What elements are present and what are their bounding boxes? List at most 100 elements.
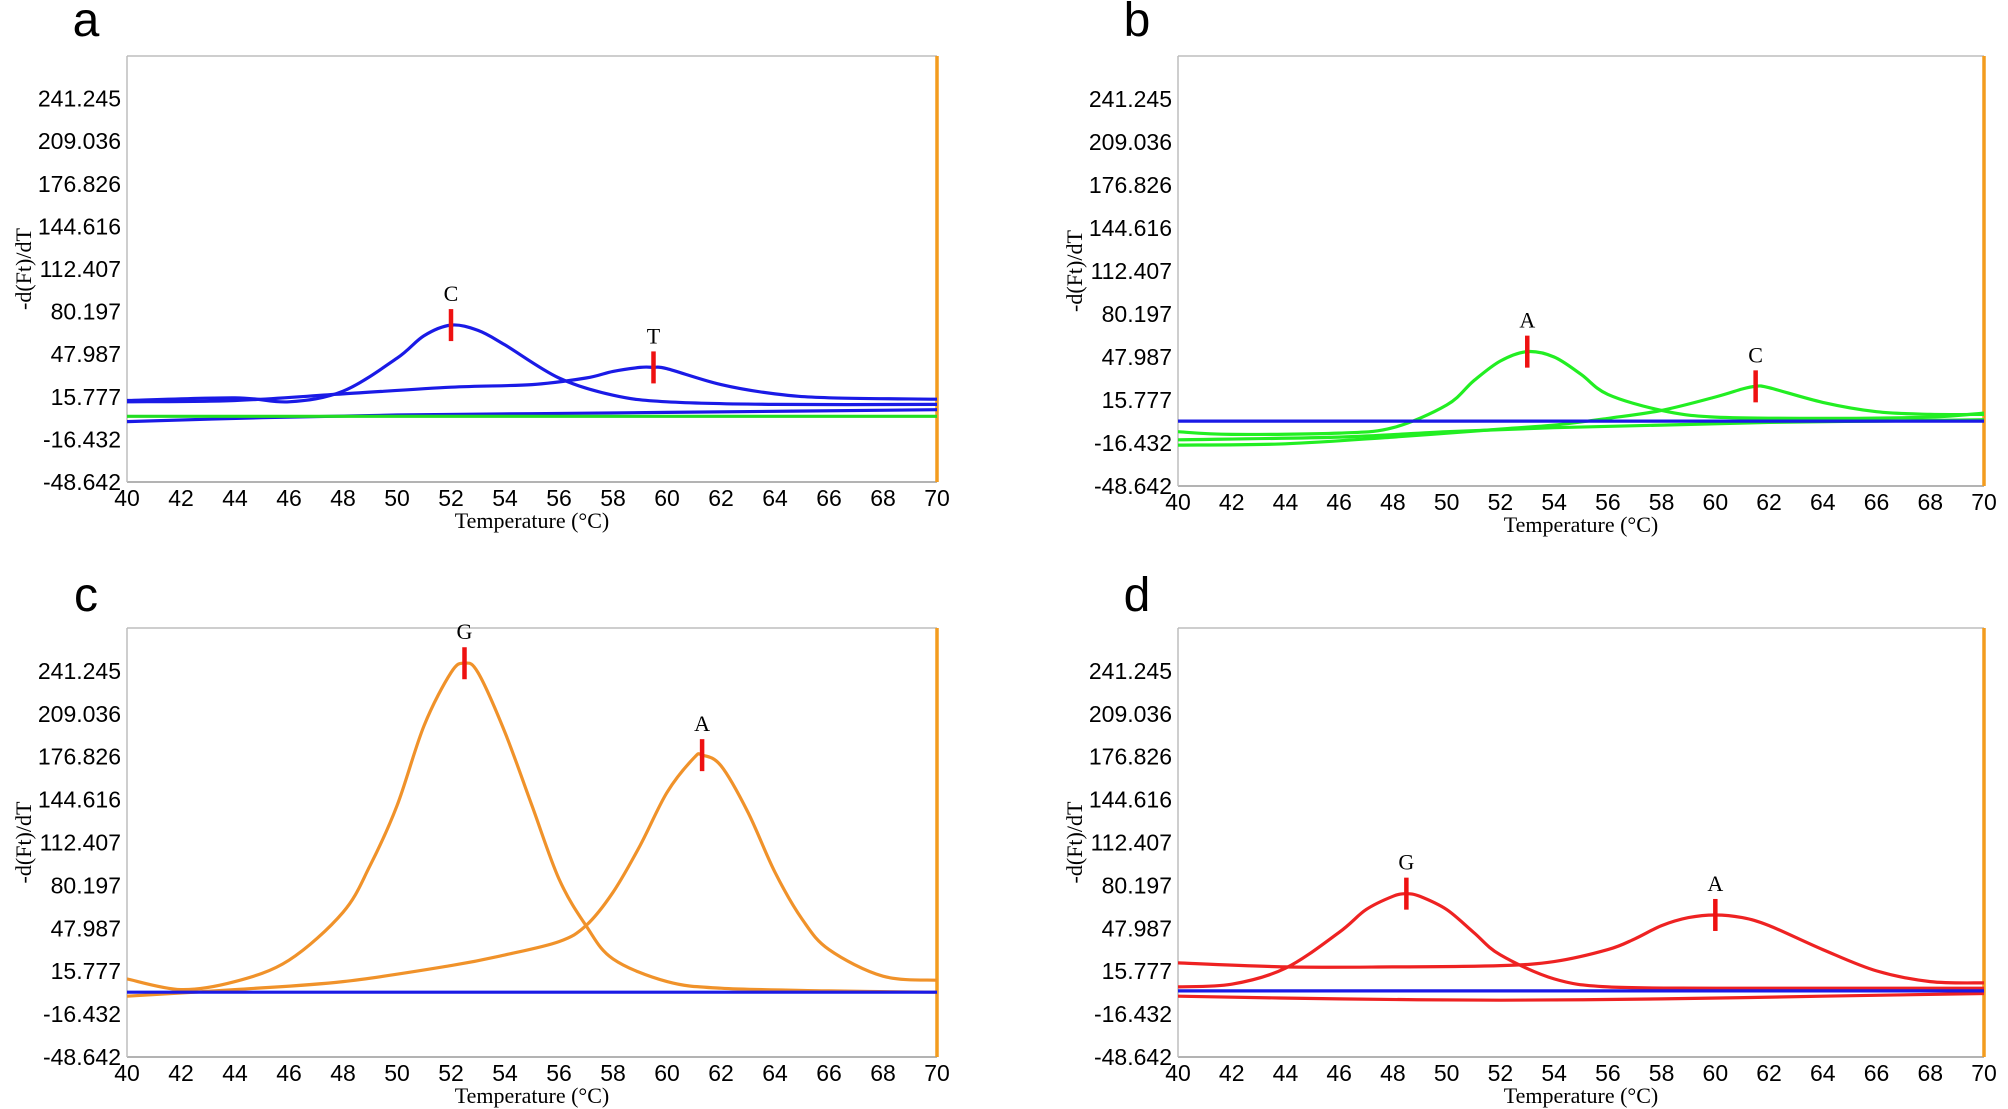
y-tick-label: 209.036 <box>38 128 121 154</box>
series-line <box>1178 349 1984 437</box>
peak-label: C <box>1748 342 1763 367</box>
y-tick-label: -48.642 <box>1094 473 1172 499</box>
x-tick-label: 54 <box>492 1060 518 1086</box>
peak-label: A <box>1707 871 1723 896</box>
x-tick-label: 54 <box>1541 489 1567 515</box>
x-axis-title: Temperature (°C) <box>455 1083 609 1108</box>
panel-letter: c <box>74 569 98 622</box>
y-tick-label: 176.826 <box>38 744 121 770</box>
y-tick-label: 80.197 <box>51 299 121 325</box>
x-tick-label: 66 <box>1864 1060 1890 1086</box>
x-tick-label: 60 <box>654 485 680 511</box>
x-tick-label: 60 <box>1703 1060 1729 1086</box>
x-tick-label: 40 <box>1165 489 1191 515</box>
peak-label: G <box>1398 850 1414 875</box>
y-tick-label: 176.826 <box>38 171 121 197</box>
x-tick-label: 50 <box>384 1060 410 1086</box>
x-tick-label: 56 <box>1595 1060 1621 1086</box>
y-tick-label: 80.197 <box>1102 301 1172 327</box>
y-tick-label: 241.245 <box>38 658 121 684</box>
panel-letter: b <box>1124 0 1151 47</box>
y-tick-label: 47.987 <box>1102 344 1172 370</box>
x-tick-label: 46 <box>276 485 302 511</box>
y-tick-label: 15.777 <box>1102 958 1172 984</box>
panel-b: b 241.245 209.036 176.826 144.616 112.407 80.1… <box>1062 0 1997 537</box>
x-axis-title: Temperature (°C) <box>455 508 609 533</box>
x-tick-label: 50 <box>1434 1060 1460 1086</box>
x-tick-label: 52 <box>438 485 464 511</box>
y-tick-label: 112.407 <box>1091 829 1172 855</box>
y-tick-label: -48.642 <box>1094 1044 1172 1070</box>
x-axis-title: Temperature (°C) <box>1504 512 1658 537</box>
x-tick-label: 70 <box>924 1060 950 1086</box>
x-tick-label: 64 <box>1810 1060 1836 1086</box>
x-tick-label: 56 <box>546 1060 572 1086</box>
x-tick-label: 60 <box>654 1060 680 1086</box>
y-tick-label: 15.777 <box>1102 387 1172 413</box>
x-tick-label: 58 <box>600 1060 626 1086</box>
y-tick-label: -16.432 <box>43 1001 121 1027</box>
x-tick-label: 62 <box>708 485 734 511</box>
y-axis-title: -d(Ft)/dT <box>1062 801 1087 883</box>
x-tick-label: 40 <box>114 485 140 511</box>
panel-a: a 241.245 209.036 176.826 144.616 112.407 80.1… <box>11 0 950 533</box>
x-tick-label: 52 <box>1488 1060 1514 1086</box>
y-tick-label: -16.432 <box>43 426 121 452</box>
x-tick-label: 58 <box>600 485 626 511</box>
x-tick-label: 68 <box>870 485 896 511</box>
panel-letter: a <box>73 0 100 47</box>
y-tick-label: 47.987 <box>51 915 121 941</box>
y-tick-label: 241.245 <box>1089 86 1172 112</box>
x-tick-label: 42 <box>168 1060 194 1086</box>
y-tick-label: 15.777 <box>51 958 121 984</box>
x-tick-label: 44 <box>1273 1060 1299 1086</box>
x-tick-label: 52 <box>438 1060 464 1086</box>
y-tick-label: 80.197 <box>51 872 121 898</box>
y-tick-label: 176.826 <box>1089 172 1172 198</box>
x-tick-label: 58 <box>1649 1060 1675 1086</box>
x-tick-label: 58 <box>1649 489 1675 515</box>
x-tick-label: 46 <box>276 1060 302 1086</box>
y-tick-label: 144.616 <box>38 213 121 239</box>
y-tick-label: 112.407 <box>1091 258 1172 284</box>
x-tick-label: 48 <box>1380 489 1406 515</box>
x-tick-label: 62 <box>1756 489 1782 515</box>
x-tick-label: 70 <box>1971 489 1997 515</box>
x-tick-label: 44 <box>222 1060 248 1086</box>
x-tick-label: 70 <box>924 485 950 511</box>
x-tick-label: 56 <box>1595 489 1621 515</box>
series-line <box>1178 991 1984 1002</box>
y-tick-label: 112.407 <box>40 256 121 282</box>
x-tick-label: 54 <box>1541 1060 1567 1086</box>
x-tick-label: 66 <box>1864 489 1890 515</box>
series-line <box>127 365 937 404</box>
series-line <box>127 323 937 407</box>
y-tick-label: 241.245 <box>38 86 121 112</box>
y-tick-label: 15.777 <box>51 384 121 410</box>
x-tick-label: 68 <box>1917 1060 1943 1086</box>
y-tick-label: 241.245 <box>1089 658 1172 684</box>
y-tick-label: 144.616 <box>1089 787 1172 813</box>
y-tick-label: -16.432 <box>1094 430 1172 456</box>
x-tick-label: 66 <box>816 1060 842 1086</box>
panel-letter: d <box>1124 569 1151 622</box>
x-tick-label: 60 <box>1703 489 1729 515</box>
peak-label: A <box>694 711 710 736</box>
x-tick-label: 62 <box>708 1060 734 1086</box>
y-tick-label: 47.987 <box>51 341 121 367</box>
peak-label: A <box>1519 308 1535 333</box>
series-line <box>1178 913 1984 985</box>
y-tick-label: 209.036 <box>1089 129 1172 155</box>
x-tick-label: 70 <box>1971 1060 1997 1086</box>
y-tick-label: 144.616 <box>1089 215 1172 241</box>
y-axis-title: -d(Ft)/dT <box>11 228 36 310</box>
peak-label: T <box>647 323 661 348</box>
x-tick-label: 52 <box>1488 489 1514 515</box>
y-tick-label: 144.616 <box>38 787 121 813</box>
x-tick-label: 64 <box>762 1060 788 1086</box>
x-tick-label: 64 <box>1810 489 1836 515</box>
x-tick-label: 44 <box>1273 489 1299 515</box>
x-tick-label: 68 <box>1917 489 1943 515</box>
x-tick-label: 50 <box>384 485 410 511</box>
x-tick-label: 40 <box>1165 1060 1191 1086</box>
